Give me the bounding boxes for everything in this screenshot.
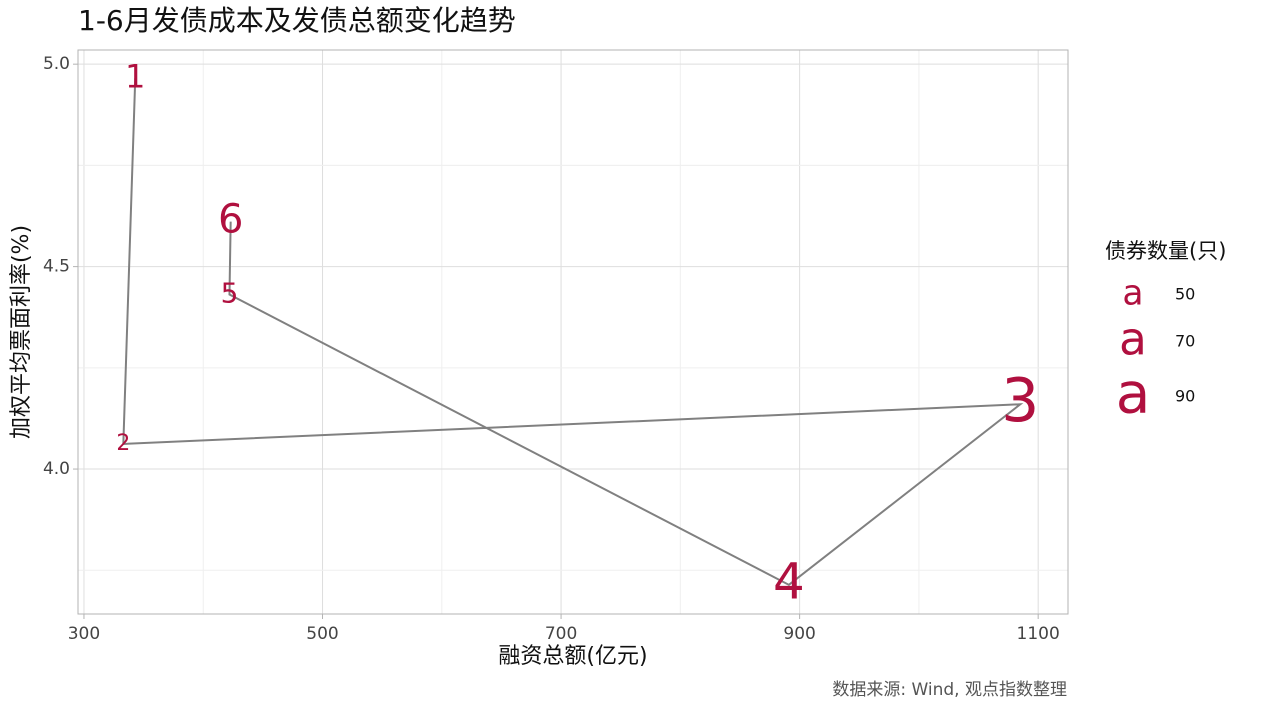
y-tick-label: 4.0: [43, 459, 70, 479]
legend-label: 70: [1175, 332, 1195, 351]
point-label: 2: [116, 431, 130, 456]
y-tick-label: 4.5: [43, 257, 70, 277]
point-label: 3: [1001, 366, 1039, 436]
caption: 数据来源: Wind, 观点指数整理: [832, 680, 1067, 700]
x-tick-label: 1100: [1017, 624, 1060, 644]
x-tick-label: 500: [306, 624, 338, 644]
legend-key: a: [1122, 274, 1143, 314]
x-tick-label: 900: [783, 624, 815, 644]
x-axis-label: 融资总额(亿元): [498, 644, 647, 669]
chart-title: 1-6月发债成本及发债总额变化趋势: [78, 4, 516, 37]
legend-label: 50: [1175, 285, 1195, 304]
plot-border: [77, 49, 1069, 615]
legend-label: 90: [1175, 387, 1195, 406]
x-tick-label: 300: [68, 624, 100, 644]
point-label: 5: [221, 277, 239, 310]
point-label: 1: [125, 59, 145, 95]
point-label: 4: [773, 552, 805, 610]
legend-key: a: [1119, 313, 1147, 366]
y-tick-label: 5.0: [43, 54, 70, 74]
x-tick-label: 700: [545, 624, 577, 644]
point-label: 6: [218, 197, 243, 243]
y-axis-label: 加权平均票面利率(%): [9, 225, 34, 439]
legend-title: 债券数量(只): [1105, 239, 1226, 263]
trend-line: [122, 78, 1024, 587]
legend-key: a: [1116, 362, 1151, 427]
